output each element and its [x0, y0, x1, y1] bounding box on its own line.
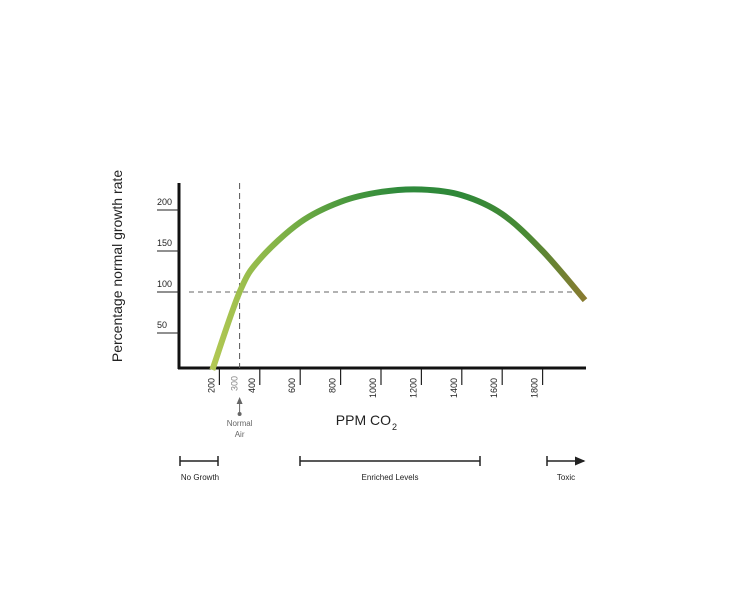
x-axis-label: PPM CO — [336, 412, 391, 428]
x-tick-label: 1000 — [368, 378, 378, 398]
x-axis-label-subscript: 2 — [392, 422, 397, 432]
y-tick-label: 50 — [157, 320, 167, 330]
y-tick-label: 200 — [157, 197, 172, 207]
x-tick-label: 600 — [287, 378, 297, 393]
range-label: Enriched Levels — [362, 473, 419, 482]
reference-text: Normal — [227, 419, 253, 428]
x-tick-label: 400 — [247, 378, 257, 393]
range-label: No Growth — [181, 473, 219, 482]
y-tick-label: 100 — [157, 279, 172, 289]
x-tick-label: 1200 — [408, 378, 418, 398]
x-tick-label: 800 — [328, 378, 338, 393]
growth-curve — [209, 186, 588, 371]
x-tick-label: 200 — [206, 378, 216, 393]
x-tick-label: 1600 — [489, 378, 499, 398]
y-tick-label: 150 — [157, 238, 172, 248]
x-tick-label: 1800 — [530, 378, 540, 398]
y-axis-label: Percentage normal growth rate — [109, 170, 125, 362]
reference-dot — [237, 412, 242, 416]
x-tick-label: 1400 — [449, 378, 459, 398]
reference-x-label: 300 — [230, 376, 240, 391]
reference-text: Air — [235, 430, 245, 439]
range-label: Toxic — [557, 473, 575, 482]
